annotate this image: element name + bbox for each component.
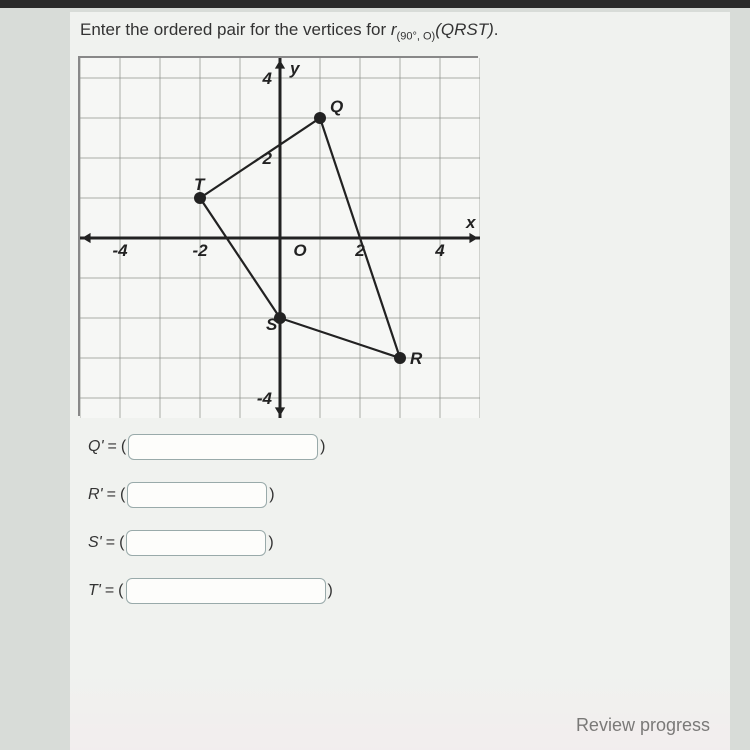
- equals-sign: =: [108, 438, 117, 456]
- svg-text:Q: Q: [330, 97, 343, 116]
- answer-input[interactable]: [126, 578, 326, 604]
- answer-row: R' = (): [88, 482, 730, 508]
- svg-text:-4: -4: [257, 389, 273, 408]
- close-paren: ): [328, 582, 333, 600]
- open-paren: (: [119, 534, 124, 552]
- svg-text:R: R: [410, 349, 423, 368]
- prompt-suffix: .: [494, 20, 499, 39]
- prompt-arg: (QRST): [435, 20, 494, 39]
- question-panel: Enter the ordered pair for the vertices …: [70, 12, 730, 750]
- screen-glare: [70, 670, 730, 750]
- svg-text:-4: -4: [112, 241, 128, 260]
- coordinate-graph: -4-224-424OxyQRST: [78, 56, 478, 416]
- answer-input[interactable]: [126, 530, 266, 556]
- equals-sign: =: [106, 534, 115, 552]
- open-paren: (: [121, 438, 126, 456]
- review-progress-link[interactable]: Review progress: [576, 715, 710, 736]
- answer-row: Q' = (): [88, 434, 730, 460]
- answer-input[interactable]: [127, 482, 267, 508]
- answer-label: S': [88, 534, 102, 552]
- close-paren: ): [320, 438, 325, 456]
- equals-sign: =: [107, 486, 116, 504]
- svg-text:4: 4: [262, 69, 273, 88]
- answer-row: S' = (): [88, 530, 730, 556]
- open-paren: (: [118, 582, 123, 600]
- svg-text:S: S: [266, 315, 278, 334]
- equals-sign: =: [105, 582, 114, 600]
- question-prompt: Enter the ordered pair for the vertices …: [70, 20, 730, 52]
- svg-text:T: T: [194, 175, 206, 194]
- answer-inputs: Q' = ()R' = ()S' = ()T' = (): [88, 434, 730, 604]
- answer-label: Q': [88, 438, 104, 456]
- prompt-sub: (90°, O): [397, 30, 436, 42]
- answer-label: R': [88, 486, 103, 504]
- svg-text:4: 4: [434, 241, 445, 260]
- graph-svg: -4-224-424OxyQRST: [80, 58, 480, 418]
- answer-label: T': [88, 582, 101, 600]
- close-paren: ): [268, 534, 273, 552]
- svg-text:y: y: [289, 59, 301, 78]
- svg-text:-2: -2: [192, 241, 208, 260]
- open-paren: (: [120, 486, 125, 504]
- window-topbar: [0, 0, 750, 8]
- answer-input[interactable]: [128, 434, 318, 460]
- close-paren: ): [269, 486, 274, 504]
- prompt-prefix: Enter the ordered pair for the vertices …: [80, 20, 391, 39]
- svg-text:x: x: [465, 213, 477, 232]
- svg-text:O: O: [293, 241, 306, 260]
- answer-row: T' = (): [88, 578, 730, 604]
